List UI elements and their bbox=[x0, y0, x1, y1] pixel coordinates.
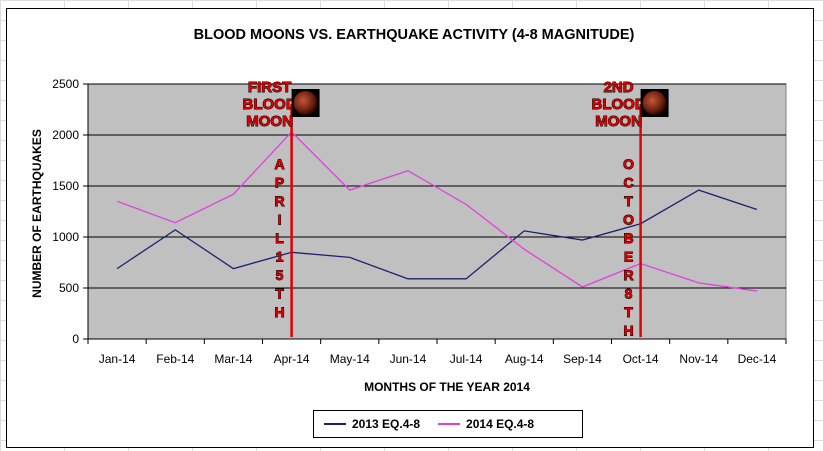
blood-moon-date-letter: R bbox=[275, 193, 285, 209]
blood-moon-date-letter: P bbox=[275, 175, 284, 191]
series-lines bbox=[116, 131, 758, 292]
y-tick-labels: 0 500 1000 1500 2000 2500 bbox=[52, 77, 79, 346]
blood-moon-date-letter: O bbox=[623, 156, 634, 172]
blood-moon-date-letter: O bbox=[623, 212, 634, 228]
y-tick-label: 2000 bbox=[52, 128, 79, 142]
x-tick-label: Sep-14 bbox=[563, 352, 602, 366]
x-axis-title: MONTHS OF THE YEAR 2014 bbox=[364, 380, 530, 394]
x-tick-label: Oct-14 bbox=[623, 352, 659, 366]
blood-moon-label: MOON bbox=[595, 113, 642, 130]
x-tick-label: Jun-14 bbox=[390, 352, 427, 366]
blood-moon-label: BLOOD bbox=[242, 96, 296, 113]
blood-moon-date-letter: H bbox=[624, 323, 634, 339]
y-tick-label: 0 bbox=[72, 332, 79, 346]
x-tick-label: Jul-14 bbox=[450, 352, 483, 366]
plot-background bbox=[87, 83, 787, 340]
chart-title: BLOOD MOONS VS. EARTHQUAKE ACTIVITY (4-8… bbox=[194, 27, 635, 43]
y-axis-title: NUMBER OF EARTHQUAKES bbox=[30, 129, 44, 298]
blood-moon-date-letter: T bbox=[275, 286, 284, 302]
blood-moon-date-letter: B bbox=[624, 230, 634, 246]
blood-moon-label: FIRST bbox=[248, 79, 291, 96]
legend-swatch-2013 bbox=[324, 423, 346, 425]
blood-moon-disc bbox=[293, 91, 318, 115]
y-tick-label: 2500 bbox=[52, 77, 79, 91]
blood-moon-date-letter: I bbox=[278, 212, 282, 228]
blood-moon-date-letter: 5 bbox=[276, 267, 284, 283]
blood-moon-date-letter: R bbox=[624, 267, 634, 283]
gridlines bbox=[83, 83, 787, 344]
blood-moon-date-letter: E bbox=[624, 249, 633, 265]
blood-moon-date-letter: H bbox=[275, 304, 285, 320]
chart-area: BLOOD MOONS VS. EARTHQUAKE ACTIVITY (4-8… bbox=[6, 8, 814, 448]
series-line-0 bbox=[116, 189, 758, 280]
legend-label-2014: 2014 EQ.4-8 bbox=[466, 417, 535, 431]
blood-moon-date-letter: T bbox=[624, 193, 633, 209]
series-line-1 bbox=[116, 131, 758, 292]
x-tick-label: Aug-14 bbox=[505, 352, 544, 366]
blood-moon-date-letter: C bbox=[624, 175, 634, 191]
y-tick-label: 1000 bbox=[52, 230, 79, 244]
blood-moon-date-letter: L bbox=[275, 230, 284, 246]
x-tick-label: Jan-14 bbox=[99, 352, 136, 366]
x-tick-labels: Jan-14 Feb-14 Mar-14 Apr-14 May-14 Jun-14 Jul-… bbox=[99, 352, 777, 366]
x-tick-label: Mar-14 bbox=[214, 352, 252, 366]
annotations: FIRSTBLOODMOONAPRIL15TH2NDBLOODMOONOCTOB… bbox=[242, 79, 669, 339]
blood-moon-label: BLOOD bbox=[591, 96, 645, 113]
blood-moon-date-letter: 1 bbox=[276, 249, 284, 265]
blood-moon-date-letter: A bbox=[275, 156, 285, 172]
legend-swatch-2014 bbox=[438, 423, 461, 425]
legend-item-2014: 2014 EQ.4-8 bbox=[438, 417, 534, 431]
y-tick-label: 500 bbox=[59, 281, 79, 295]
blood-moon-date-letter: 8 bbox=[625, 286, 633, 302]
blood-moon-label: 2ND bbox=[604, 79, 634, 96]
blood-moon-label: MOON bbox=[246, 113, 293, 130]
x-tick-label: May-14 bbox=[330, 352, 370, 366]
legend: 2013 EQ.4-8 2014 EQ.4-8 bbox=[313, 410, 583, 438]
blood-moon-disc bbox=[642, 91, 667, 115]
x-tick-label: Feb-14 bbox=[156, 352, 194, 366]
y-tick-label: 1500 bbox=[52, 179, 79, 193]
x-tick-label: Nov-14 bbox=[679, 352, 718, 366]
blood-moon-date-letter: T bbox=[624, 304, 633, 320]
x-tick-label: Dec-14 bbox=[738, 352, 777, 366]
legend-label-2013: 2013 EQ.4-8 bbox=[352, 417, 421, 431]
x-tick-label: Apr-14 bbox=[274, 352, 310, 366]
chart-svg: BLOOD MOONS VS. EARTHQUAKE ACTIVITY (4-8… bbox=[30, 27, 787, 394]
legend-item-2013: 2013 EQ.4-8 bbox=[324, 417, 420, 431]
